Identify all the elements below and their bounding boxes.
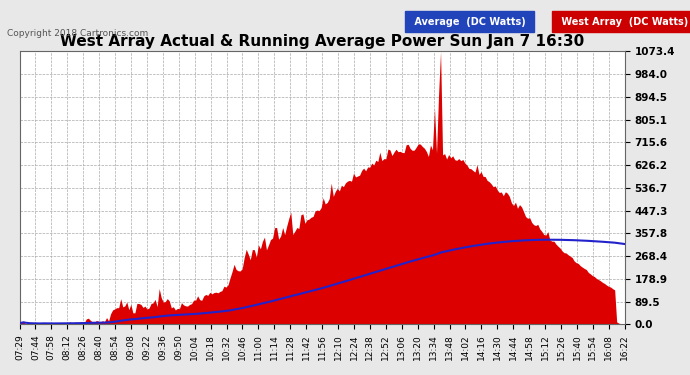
Text: Copyright 2018 Cartronics.com: Copyright 2018 Cartronics.com (7, 28, 148, 38)
Title: West Array Actual & Running Average Power Sun Jan 7 16:30: West Array Actual & Running Average Powe… (60, 34, 584, 49)
Text: Average  (DC Watts): Average (DC Watts) (411, 17, 529, 27)
Text: West Array  (DC Watts): West Array (DC Watts) (558, 17, 690, 27)
